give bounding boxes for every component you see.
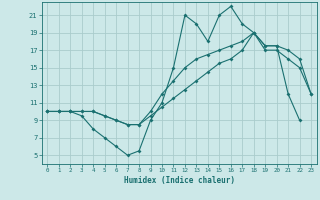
X-axis label: Humidex (Indice chaleur): Humidex (Indice chaleur) (124, 176, 235, 185)
